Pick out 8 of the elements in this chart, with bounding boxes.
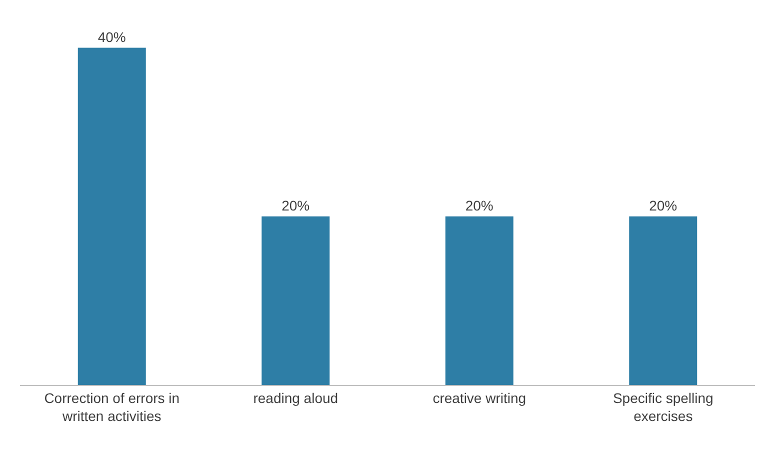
x-tick-label: reading aloud <box>253 390 338 406</box>
x-tick-label: creative writing <box>432 390 526 406</box>
data-label: 20% <box>282 197 310 214</box>
x-tick-label: Specific spelling exercises <box>612 390 714 424</box>
data-label: 20% <box>649 197 678 214</box>
data-label: 40% <box>98 28 126 45</box>
data-label: 20% <box>465 197 494 214</box>
x-tick-label: Correction of errors in written activities <box>44 390 180 424</box>
